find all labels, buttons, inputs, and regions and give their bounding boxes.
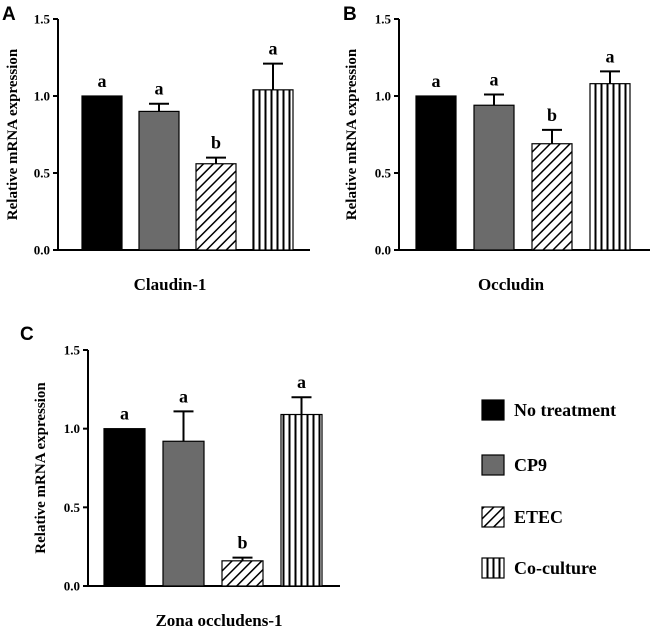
significance-label: b xyxy=(547,105,557,125)
bar-etec xyxy=(221,560,264,587)
y-tick-label: 1.5 xyxy=(64,343,81,358)
bar-etec xyxy=(195,163,237,251)
legend-label: CP9 xyxy=(514,455,547,475)
y-tick-label: 1.0 xyxy=(64,421,80,436)
bar-no-treatment xyxy=(415,95,457,251)
panel-letter: C xyxy=(20,324,34,345)
y-tick-label: 1.5 xyxy=(34,12,51,27)
y-tick-label: 1.0 xyxy=(34,89,50,104)
y-tick-label: 0.5 xyxy=(375,166,392,181)
y-tick-label: 1.0 xyxy=(375,89,391,104)
legend-label: ETEC xyxy=(514,507,563,527)
legend-item: CP9 xyxy=(481,454,547,476)
bar-co-culture xyxy=(252,89,294,251)
legend-swatch xyxy=(481,557,505,579)
x-axis-label: Occludin xyxy=(478,275,545,294)
bar-cp9 xyxy=(162,440,205,587)
significance-label: a xyxy=(490,69,499,89)
bar-cp9 xyxy=(473,104,515,251)
legend: No treatment CP9 ETEC Co-culture xyxy=(481,399,616,579)
significance-label: a xyxy=(432,71,441,91)
legend-item: ETEC xyxy=(481,506,563,528)
legend-swatch xyxy=(481,399,505,421)
x-axis-label: Claudin-1 xyxy=(134,275,207,294)
bar-etec xyxy=(531,143,573,251)
panel-a: A 0.0 0.5 1.0 1.5 Relative mRNA expression Cla… xyxy=(2,4,310,294)
x-axis-label: Zona occludens-1 xyxy=(155,611,282,630)
bar-no-treatment xyxy=(103,428,146,587)
panel-letter: A xyxy=(2,4,16,25)
y-tick-label: 0.0 xyxy=(64,579,80,594)
bar-no-treatment xyxy=(81,95,123,251)
significance-label: a xyxy=(179,386,188,406)
significance-label: a xyxy=(155,79,164,99)
y-axis-label: Relative mRNA expression xyxy=(33,382,49,554)
significance-label: a xyxy=(297,372,306,392)
legend-label: No treatment xyxy=(514,400,616,420)
bar-co-culture xyxy=(589,83,631,251)
significance-label: a xyxy=(606,46,615,66)
legend-label: Co-culture xyxy=(514,558,597,578)
y-tick-label: 0.0 xyxy=(34,243,50,258)
significance-label: a xyxy=(120,404,129,424)
legend-swatch xyxy=(481,506,505,528)
bar-co-culture xyxy=(280,413,323,587)
panel-letter: B xyxy=(343,4,357,25)
panels: A 0.0 0.5 1.0 1.5 Relative mRNA expression Cla… xyxy=(2,4,650,630)
legend-swatch xyxy=(481,454,505,476)
panel-b: B 0.0 0.5 1.0 1.5 Relative mRNA expression Occ… xyxy=(343,4,650,294)
y-tick-label: 0.5 xyxy=(34,166,51,181)
y-axis-label: Relative mRNA expression xyxy=(344,48,360,220)
legend-item: Co-culture xyxy=(481,557,597,579)
legend-item: No treatment xyxy=(481,399,616,421)
y-tick-label: 0.5 xyxy=(64,500,81,515)
significance-label: b xyxy=(211,133,221,153)
panel-c: C 0.0 0.5 1.0 1.5 Relative mRNA expression Zon… xyxy=(20,324,340,630)
significance-label: b xyxy=(237,533,247,553)
bar-cp9 xyxy=(138,110,180,251)
y-tick-label: 1.5 xyxy=(375,12,392,27)
y-tick-label: 0.0 xyxy=(375,243,391,258)
significance-label: a xyxy=(269,39,278,59)
y-axis-label: Relative mRNA expression xyxy=(5,48,21,220)
significance-label: a xyxy=(98,71,107,91)
